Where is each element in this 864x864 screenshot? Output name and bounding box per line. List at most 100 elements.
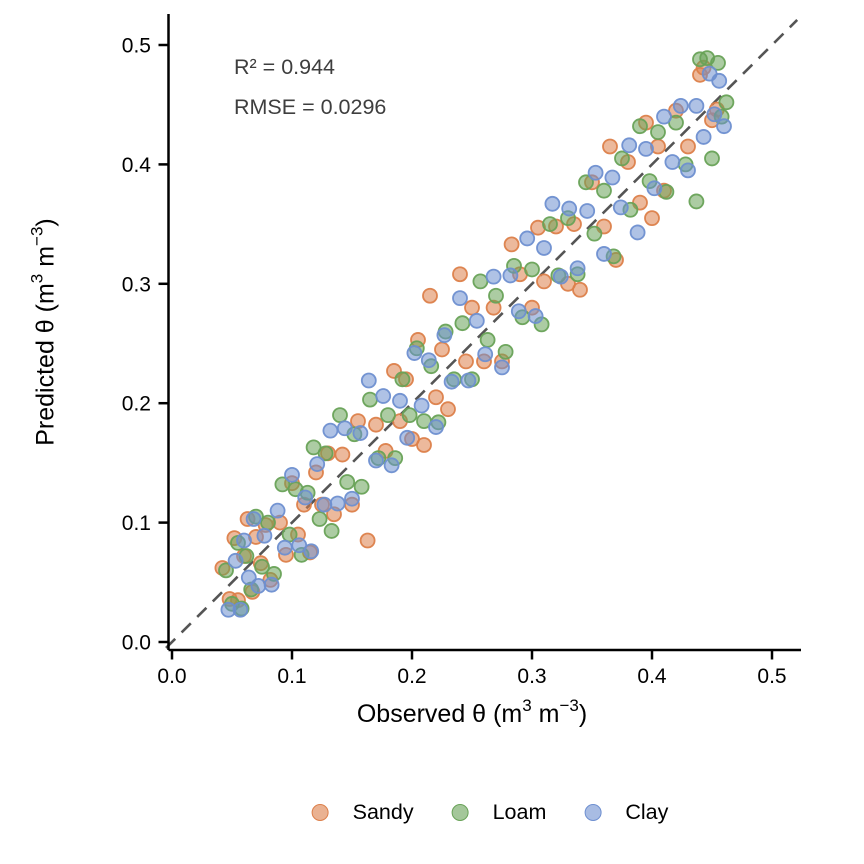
axis-title-text: ) [578, 700, 588, 728]
data-point-clay [672, 97, 689, 114]
legend: Sandy Loam Clay [311, 792, 668, 832]
data-point-clay [297, 489, 314, 506]
axis-title-text: Predicted θ (m [31, 283, 60, 446]
data-point-clay [236, 532, 252, 549]
y-tick-label: 0.5 [122, 35, 151, 58]
legend-label-clay: Clay [625, 799, 669, 824]
data-point-clay [460, 372, 477, 389]
data-point-clay [621, 137, 638, 154]
x-axis-title: Observed θ (m3 m−3) [356, 696, 588, 729]
data-point-sandy [602, 138, 618, 155]
data-point-loam [254, 558, 270, 575]
data-point-loam [394, 371, 411, 388]
data-point-clay [336, 420, 353, 437]
data-point-clay [413, 397, 430, 414]
axis-title-text: m [531, 700, 560, 728]
data-point-loam [472, 273, 489, 290]
data-point-clay [276, 539, 293, 556]
data-point-loam [311, 511, 328, 527]
identity-line [165, 19, 799, 649]
data-point-clay [629, 224, 646, 241]
data-point-sandy [458, 353, 474, 370]
data-point-sandy [416, 437, 432, 453]
data-point-sandy [680, 138, 696, 155]
data-point-loam [339, 474, 356, 490]
data-point-loam [380, 407, 396, 424]
data-point-clay [536, 240, 552, 256]
data-point-loam [353, 478, 370, 495]
y-tick-label: 0.4 [122, 154, 152, 177]
axis-title-text: m [31, 245, 60, 274]
data-point-loam [542, 216, 558, 233]
data-point-clay [468, 312, 485, 329]
data-point-clay [688, 97, 705, 114]
data-point-clay [269, 502, 286, 519]
data-point-loam [479, 332, 496, 348]
data-point-clay [494, 359, 510, 376]
axis-title-superscript: −3 [27, 226, 47, 246]
data-point-loam [586, 225, 603, 242]
x-tick-label: 0.1 [277, 665, 306, 688]
data-point-sandy [452, 266, 468, 283]
rmse-text: RMSE = 0.0296 [234, 95, 387, 119]
data-point-loam [688, 193, 705, 210]
axis-title-text: ) [31, 218, 60, 227]
data-point-loam [323, 523, 340, 539]
data-point-clay [716, 118, 732, 135]
data-point-clay [303, 543, 320, 560]
axis-title-superscript: −3 [559, 696, 579, 716]
data-point-clay [510, 303, 527, 320]
data-point-loam [401, 407, 418, 424]
y-tick-label: 0.3 [122, 273, 151, 296]
data-point-clay [360, 372, 377, 389]
data-point-clay [656, 108, 672, 125]
x-tick-label: 0.5 [757, 665, 786, 688]
data-point-loam [650, 124, 666, 141]
data-point-clay [309, 456, 326, 472]
data-point-clay [552, 268, 569, 285]
legend-item-loam: Loam [451, 799, 547, 825]
legend-label-loam: Loam [492, 799, 547, 824]
data-point-clay [638, 140, 654, 157]
data-point-loam [632, 118, 648, 135]
legend-item-sandy: Sandy [311, 800, 414, 825]
data-point-sandy [359, 532, 376, 549]
data-point-clay [344, 490, 360, 507]
axis-title-superscript: 3 [27, 273, 47, 284]
data-point-clay [695, 129, 712, 145]
data-point-clay [329, 495, 346, 512]
x-tick-label: 0.4 [637, 665, 667, 688]
data-point-loam [218, 562, 234, 579]
data-point-clay [452, 290, 468, 307]
data-point-loam [317, 445, 334, 462]
data-point-loam [454, 315, 471, 332]
data-point-clay [256, 527, 273, 544]
legend-item-clay: Clay [584, 800, 668, 825]
data-point-loam [332, 407, 348, 424]
legend-marker-sandy [311, 803, 329, 821]
data-point-clay [706, 106, 723, 123]
data-point-clay [544, 195, 561, 212]
data-point-clay [604, 169, 621, 186]
data-point-clay [587, 164, 604, 181]
data-point-clay [368, 452, 384, 469]
data-point-clay [711, 72, 728, 89]
data-point-clay [284, 466, 300, 483]
r2-text: R² = 0.944 [234, 55, 335, 79]
axis-title-text: Observed θ (m [356, 700, 523, 728]
data-point-loam [362, 391, 378, 408]
data-point-loam [260, 514, 276, 531]
data-point-clay [245, 511, 262, 527]
data-point-sandy [572, 281, 588, 298]
data-point-sandy [440, 401, 456, 418]
data-point-clay [680, 162, 696, 179]
data-point-loam [596, 182, 612, 199]
data-point-loam [704, 150, 720, 167]
data-point-sandy [368, 416, 384, 433]
data-point-sandy [434, 341, 450, 358]
data-point-clay [316, 496, 333, 513]
data-point-clay [561, 200, 578, 217]
data-point-loam [497, 343, 514, 360]
